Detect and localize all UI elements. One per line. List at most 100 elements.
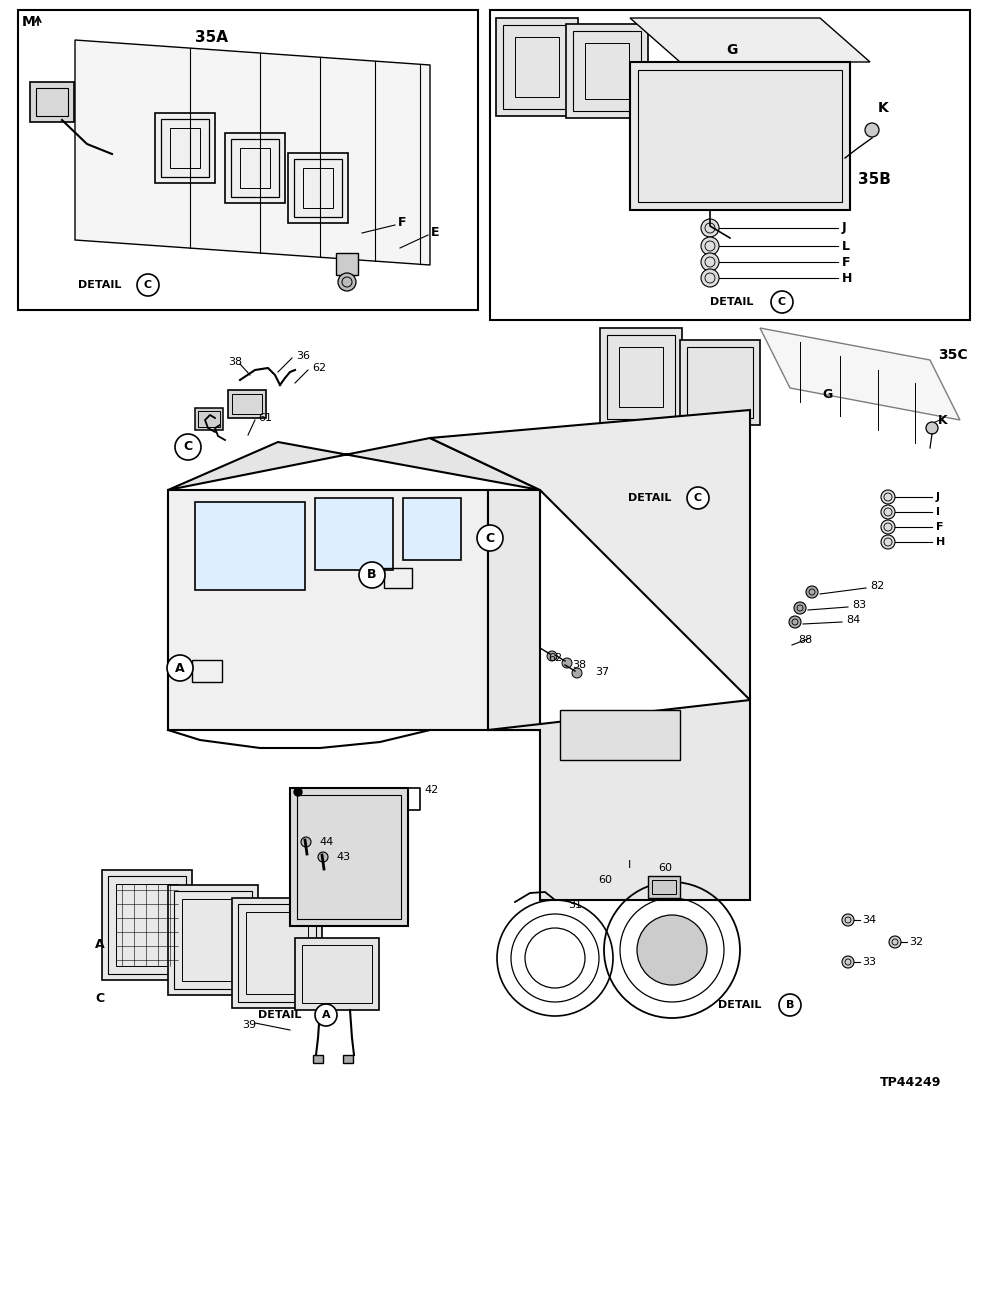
Text: C: C [778, 297, 786, 307]
Circle shape [562, 658, 572, 668]
Text: C: C [694, 493, 702, 504]
Bar [630, 61, 850, 211]
Circle shape [926, 422, 938, 434]
Bar [232, 899, 322, 1008]
Bar [336, 252, 358, 275]
Text: C: C [485, 531, 495, 544]
Polygon shape [630, 18, 870, 61]
Text: L: L [842, 239, 850, 252]
Bar [195, 408, 223, 430]
Bar [560, 710, 680, 760]
Circle shape [687, 487, 709, 509]
Circle shape [359, 562, 385, 589]
Text: H: H [936, 538, 946, 547]
Text: DETAIL: DETAIL [628, 493, 671, 504]
Bar [343, 1056, 353, 1063]
Bar [238, 904, 316, 1002]
Bar [155, 112, 215, 183]
Bar [297, 795, 401, 920]
Bar [182, 899, 244, 981]
Bar [170, 128, 200, 167]
Circle shape [789, 616, 801, 628]
Polygon shape [168, 490, 488, 730]
Text: C: C [144, 280, 153, 290]
Text: 62: 62 [312, 364, 326, 373]
Bar [198, 411, 220, 426]
Text: K: K [878, 101, 889, 115]
Circle shape [547, 651, 557, 661]
Circle shape [167, 655, 193, 681]
Text: 82: 82 [870, 581, 885, 591]
Text: E: E [431, 225, 440, 238]
Circle shape [842, 956, 854, 968]
Circle shape [175, 434, 201, 460]
Circle shape [701, 237, 719, 255]
Circle shape [637, 916, 707, 985]
Text: DETAIL: DETAIL [258, 1010, 301, 1020]
Text: 61: 61 [258, 413, 272, 422]
Text: 42: 42 [424, 785, 438, 795]
Bar [607, 335, 675, 419]
Circle shape [701, 218, 719, 237]
Text: C: C [183, 441, 193, 454]
Text: 88: 88 [798, 634, 812, 645]
Text: 38: 38 [572, 661, 586, 670]
Polygon shape [760, 328, 960, 420]
Text: TP44249: TP44249 [880, 1075, 942, 1088]
Text: G: G [726, 43, 737, 58]
Circle shape [301, 837, 311, 848]
Bar [648, 876, 680, 899]
Text: A: A [175, 662, 185, 675]
Text: DETAIL: DETAIL [710, 297, 754, 307]
Text: 60: 60 [658, 863, 672, 872]
Text: M: M [22, 14, 35, 29]
Bar [228, 390, 266, 419]
Bar [192, 661, 222, 681]
Text: 84: 84 [846, 615, 860, 625]
Bar [246, 912, 308, 994]
Text: 44: 44 [319, 837, 334, 848]
Bar [619, 347, 663, 407]
Bar [161, 119, 209, 177]
Circle shape [701, 252, 719, 271]
Bar [290, 787, 408, 926]
Text: 37: 37 [595, 667, 609, 678]
Text: B: B [367, 569, 377, 582]
Bar [232, 394, 262, 415]
Circle shape [881, 490, 895, 504]
Bar [102, 870, 192, 980]
Text: F: F [398, 216, 406, 229]
Bar [168, 886, 258, 995]
Text: B: B [786, 1001, 794, 1010]
Bar [585, 43, 629, 99]
Text: 60: 60 [598, 875, 612, 886]
Circle shape [794, 602, 806, 613]
Text: 31: 31 [568, 900, 582, 910]
Circle shape [881, 505, 895, 519]
Bar [30, 82, 74, 122]
Bar [315, 498, 393, 570]
Bar [313, 1056, 323, 1063]
Circle shape [806, 586, 818, 598]
Bar [490, 10, 970, 320]
Polygon shape [75, 41, 430, 266]
Text: 39: 39 [242, 1020, 256, 1029]
Text: I: I [628, 859, 632, 870]
Polygon shape [168, 438, 540, 490]
Circle shape [771, 290, 793, 313]
Bar [515, 37, 559, 97]
Text: K: K [938, 413, 948, 426]
Circle shape [842, 914, 854, 926]
Bar [503, 25, 571, 109]
Bar [288, 153, 348, 222]
Polygon shape [430, 409, 750, 700]
Bar [573, 31, 641, 111]
Polygon shape [488, 490, 540, 730]
Circle shape [338, 273, 356, 290]
Text: 83: 83 [852, 600, 866, 610]
Bar [496, 18, 578, 116]
Text: J: J [936, 492, 940, 502]
Text: 33: 33 [862, 957, 876, 967]
Circle shape [779, 994, 801, 1016]
Text: C: C [95, 991, 104, 1005]
